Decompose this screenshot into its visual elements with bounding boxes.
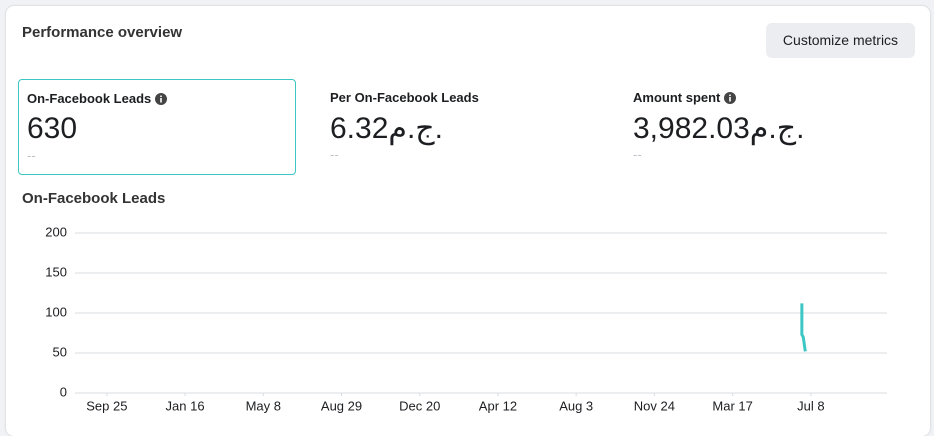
metric-label: Amount spent (633, 90, 737, 105)
x-tick-label: Aug 29 (321, 398, 362, 413)
chart: 0 50 100 150 200 Sep 25 Jan 16 May 8 Aug 29 Dec 2… (45, 224, 887, 413)
metric-value: 630 (27, 112, 78, 145)
metric-label-text: Amount spent (633, 90, 721, 105)
x-tick-label: Jan 16 (166, 398, 205, 413)
metric-label: On-Facebook Leads (27, 91, 168, 106)
metric-card[interactable]: Per On-Facebook Leads 6.32ج.م. -- (322, 79, 600, 175)
info-icon[interactable] (155, 92, 168, 105)
x-tick-label: Aug 3 (559, 398, 593, 413)
performance-card: Performance overview Customize metrics O… (6, 6, 930, 436)
line-series (800, 303, 807, 352)
x-tick-label: Nov 24 (634, 398, 675, 413)
x-tick-label: Jul 8 (797, 398, 824, 413)
metric-card[interactable]: On-Facebook Leads 630 -- (18, 79, 296, 175)
x-tick-label: Apr 12 (479, 398, 517, 413)
metric-label-text: On-Facebook Leads (27, 91, 152, 106)
chart-title: On-Facebook Leads (22, 190, 166, 207)
card-title: Performance overview (22, 24, 183, 41)
metric-change: -- (633, 147, 642, 162)
customize-button[interactable]: Customize metrics (766, 23, 915, 58)
y-tick-label: 100 (45, 304, 67, 319)
metric-change: -- (27, 148, 36, 163)
x-tick-label: Sep 25 (86, 398, 127, 413)
metric-change: -- (330, 147, 339, 162)
metric-value: 3,982.03ج.م. (633, 112, 805, 145)
metric-label: Per On-Facebook Leads (330, 90, 479, 105)
metric-label-text: Per On-Facebook Leads (330, 90, 479, 105)
y-tick-label: 200 (45, 224, 67, 239)
x-tick-label: May 8 (246, 398, 281, 413)
info-icon[interactable] (724, 91, 737, 104)
y-tick-label: 50 (53, 344, 67, 359)
x-tick-label: Dec 20 (399, 398, 440, 413)
y-tick-label: 0 (60, 384, 67, 399)
metric-card[interactable]: Amount spent 3,982.03ج.م. -- (625, 79, 903, 175)
metric-value: 6.32ج.م. (330, 112, 444, 145)
y-tick-label: 150 (45, 264, 67, 279)
x-tick-label: Mar 17 (712, 398, 752, 413)
